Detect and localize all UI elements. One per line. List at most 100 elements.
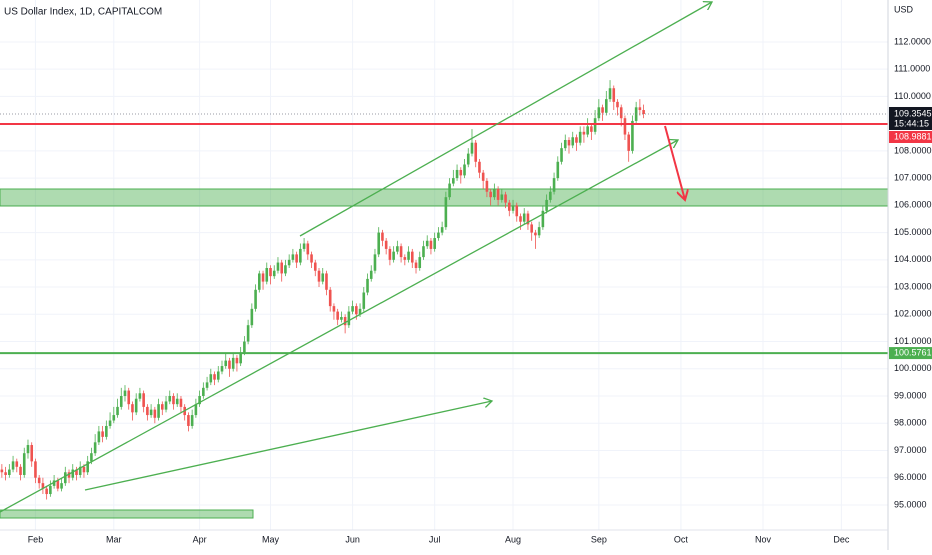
candle-body [642,110,645,114]
candle-body [78,466,82,475]
candle-body [619,107,623,119]
candle-body [254,289,257,309]
candle-body [313,262,317,271]
candle-body [481,172,485,181]
candle-body [358,308,362,315]
candle-body [190,415,194,426]
level-label: 108.9881 [894,131,932,141]
candle-body [243,341,246,353]
candle-body [552,178,556,192]
candle-body [418,257,422,268]
x-tick-label: Jul [429,534,441,544]
candle-body [496,189,500,200]
candle-body [258,273,261,290]
candle-body [526,213,530,225]
candle-body [34,461,37,478]
candle-body [228,360,231,369]
candle-body [142,393,145,407]
x-tick-label: Sep [591,534,607,544]
candle-body [317,270,321,282]
candle-body [93,442,97,454]
x-tick-label: Apr [193,534,207,544]
candle-body [399,246,403,258]
candle-body [15,461,19,467]
candle-body [26,445,30,454]
candle-body [295,254,298,263]
candle-body [485,180,489,192]
currency-label: USD [894,4,914,14]
candle-body [474,142,478,162]
candle-body [563,139,567,149]
candle-body [4,472,7,475]
candle-body [590,126,593,132]
candle-body [381,232,384,241]
candle-body [119,396,123,407]
candle-body [0,469,4,473]
candle-body [530,224,533,233]
y-tick-label: 96.0000 [894,472,927,482]
candle-body [220,366,224,372]
y-tick-label: 95.0000 [894,499,927,509]
candle-body [489,191,492,198]
candle-body [616,101,619,108]
candle-body [175,398,179,405]
candle-body [448,183,451,198]
last-price-label: 109.3545 [894,108,932,118]
candle-body [276,262,280,271]
candle-body [511,205,515,211]
candle-body [287,259,291,266]
candle-body [340,317,343,320]
candle-body [429,240,433,249]
candle-body [612,88,616,102]
y-tick-label: 105.0000 [894,227,932,237]
candle-body [112,415,116,421]
candle-body [123,390,127,397]
candle-body [444,197,448,228]
candle-body [631,120,634,151]
candle-body [108,420,112,426]
candle-body [638,107,642,111]
candle-body [45,488,48,495]
candle-body [545,199,548,211]
candle-body [582,131,586,135]
chart-title: US Dollar Index, 1D, CAPITALCOM [4,7,162,18]
candle-body [250,308,254,326]
candle-body [392,251,395,260]
candle-body [216,371,220,380]
candle-body [194,404,198,416]
y-tick-label: 108.0000 [894,145,932,155]
candle-body [19,466,22,475]
candle-body [541,210,545,228]
countdown-label: 15:44:15 [894,118,929,128]
candle-body [355,306,358,315]
candle-body [269,267,272,277]
candle-body [67,472,71,478]
candle-body [366,278,369,293]
candle-body [549,191,552,200]
candle-body [60,483,63,489]
candle-body [332,306,336,312]
candle-body [437,232,440,239]
candle-body [388,248,392,260]
candle-body [202,387,205,397]
y-tick-label: 103.0000 [894,281,932,291]
candle-body [37,477,41,484]
candle-body [291,254,295,260]
candle-body [347,311,351,326]
candle-body [414,262,418,268]
candle-body [164,401,168,410]
candle-body [463,164,466,176]
candle-body [500,194,504,200]
candle-body [328,289,332,307]
candle-body [246,325,250,342]
axes: 95.0000 96.0000 97.0000 98.0000 99.0000 100.0… [28,36,932,544]
levels [0,113,888,355]
candle-body [280,262,283,274]
candle-body [265,267,269,282]
y-tick-label: 112.0000 [894,36,931,46]
candle-body [97,431,101,443]
candle-body [209,374,213,383]
candle-body [231,357,235,369]
candle-body [284,265,287,274]
